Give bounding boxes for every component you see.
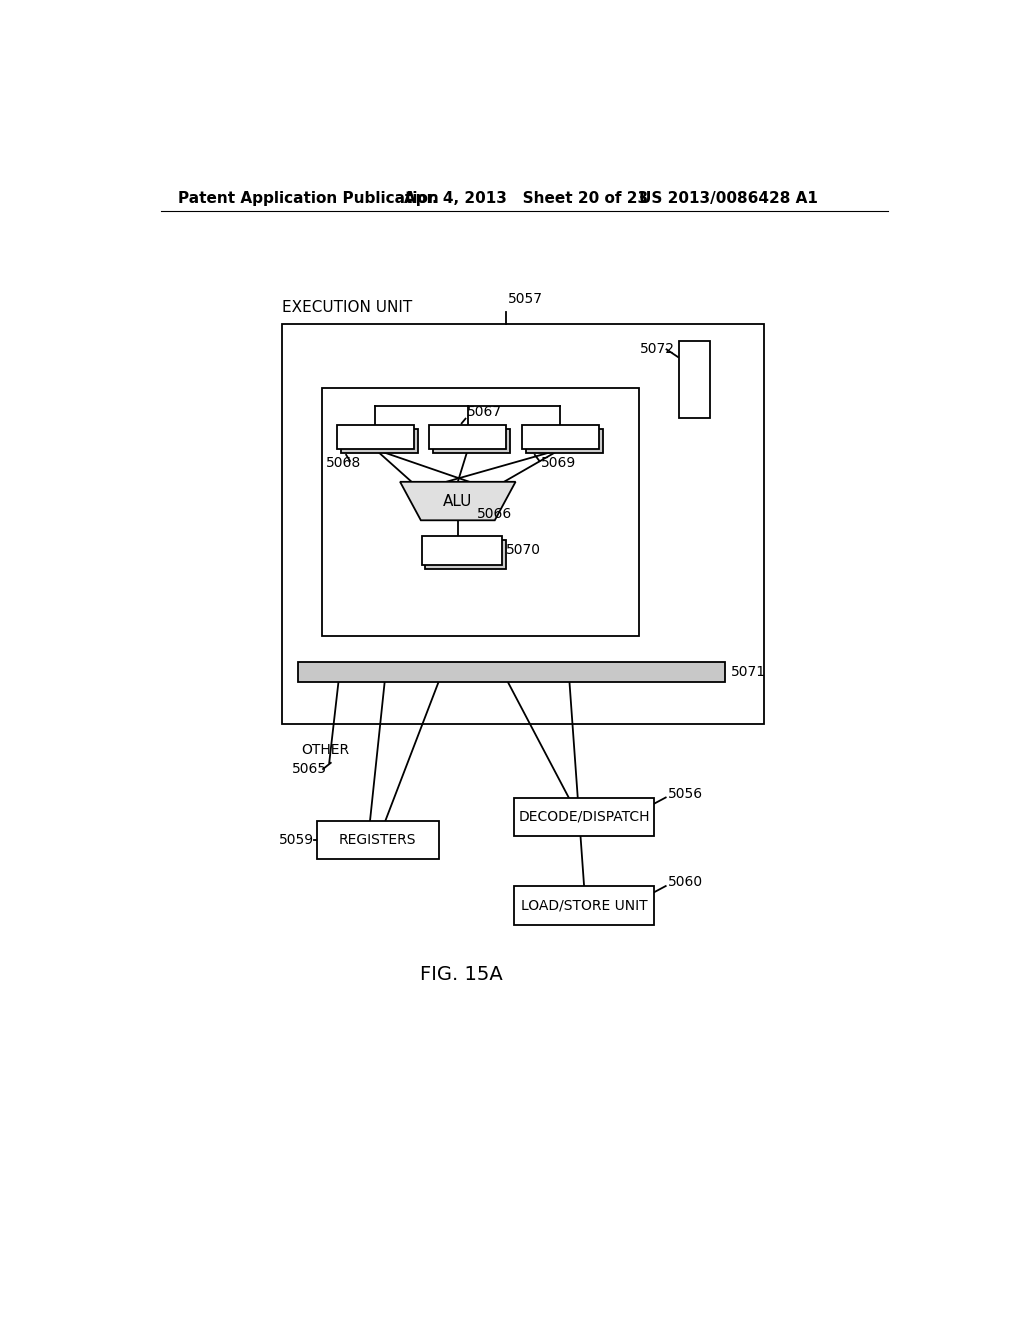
Bar — [514, 797, 654, 836]
Text: 5068: 5068 — [326, 455, 361, 470]
Bar — [341, 429, 418, 453]
Bar — [316, 821, 438, 859]
Bar — [283, 323, 764, 725]
Bar — [337, 425, 414, 449]
Bar — [322, 388, 639, 636]
Bar — [521, 425, 599, 449]
Bar — [679, 341, 710, 418]
Bar — [429, 425, 506, 449]
Bar — [433, 429, 510, 453]
Text: DECODE/DISPATCH: DECODE/DISPATCH — [518, 809, 650, 824]
Bar — [525, 429, 602, 453]
Text: 5069: 5069 — [541, 455, 577, 470]
Text: 5066: 5066 — [477, 507, 512, 521]
Text: 5059: 5059 — [280, 833, 314, 847]
Text: 5057: 5057 — [508, 292, 543, 306]
Text: US 2013/0086428 A1: US 2013/0086428 A1 — [639, 191, 817, 206]
Text: ALU: ALU — [443, 494, 472, 508]
Text: 5071: 5071 — [731, 665, 766, 678]
Text: Patent Application Publication: Patent Application Publication — [178, 191, 439, 206]
Bar — [514, 886, 654, 924]
Text: FIG. 15A: FIG. 15A — [420, 965, 503, 985]
Text: Apr. 4, 2013   Sheet 20 of 23: Apr. 4, 2013 Sheet 20 of 23 — [403, 191, 648, 206]
Text: LOAD/STORE UNIT: LOAD/STORE UNIT — [521, 899, 647, 912]
Bar — [422, 536, 502, 565]
Text: 5070: 5070 — [506, 544, 542, 557]
Bar — [298, 663, 725, 682]
Bar — [425, 540, 506, 569]
Text: 5067: 5067 — [467, 405, 502, 420]
Text: 5056: 5056 — [668, 787, 703, 801]
Text: EXECUTION UNIT: EXECUTION UNIT — [283, 300, 413, 314]
Polygon shape — [400, 482, 515, 520]
Text: 5065: 5065 — [292, 762, 328, 776]
Text: 5072: 5072 — [640, 342, 675, 356]
Text: OTHER: OTHER — [301, 743, 349, 756]
Text: 5060: 5060 — [668, 875, 703, 890]
Text: REGISTERS: REGISTERS — [339, 833, 417, 847]
